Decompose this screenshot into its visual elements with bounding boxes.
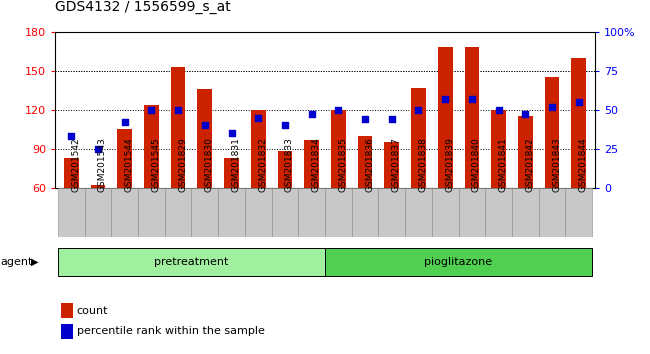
Text: GSM201840: GSM201840 bbox=[472, 137, 481, 192]
Text: GSM201836: GSM201836 bbox=[365, 137, 374, 192]
Bar bbox=[198, 89, 212, 266]
Text: ▶: ▶ bbox=[31, 257, 39, 267]
Bar bbox=[278, 151, 292, 266]
Point bbox=[493, 107, 504, 113]
Bar bbox=[331, 110, 346, 266]
Text: GSM201834: GSM201834 bbox=[311, 137, 320, 192]
Point bbox=[120, 119, 130, 125]
Text: GSM201543: GSM201543 bbox=[98, 137, 107, 192]
Text: GSM201544: GSM201544 bbox=[125, 137, 134, 192]
Point bbox=[200, 122, 210, 128]
Text: GSM201838: GSM201838 bbox=[419, 137, 428, 192]
Bar bbox=[90, 185, 105, 266]
Bar bbox=[465, 47, 479, 266]
Bar bbox=[144, 104, 159, 266]
Point bbox=[93, 146, 103, 152]
Point bbox=[306, 112, 317, 117]
Text: GSM201830: GSM201830 bbox=[205, 137, 214, 192]
FancyBboxPatch shape bbox=[164, 188, 192, 237]
Bar bbox=[64, 158, 79, 266]
FancyBboxPatch shape bbox=[272, 188, 298, 237]
Text: GSM201832: GSM201832 bbox=[258, 137, 267, 192]
FancyBboxPatch shape bbox=[58, 248, 325, 276]
Bar bbox=[384, 142, 399, 266]
FancyBboxPatch shape bbox=[458, 188, 486, 237]
FancyBboxPatch shape bbox=[138, 188, 164, 237]
Bar bbox=[438, 47, 452, 266]
Point bbox=[173, 107, 183, 113]
FancyBboxPatch shape bbox=[192, 188, 218, 237]
Bar bbox=[60, 324, 73, 339]
FancyBboxPatch shape bbox=[486, 188, 512, 237]
Bar bbox=[304, 139, 319, 266]
Bar bbox=[171, 67, 185, 266]
Point bbox=[520, 112, 530, 117]
Text: GSM201831: GSM201831 bbox=[231, 137, 240, 192]
Point bbox=[573, 99, 584, 105]
Point bbox=[66, 133, 77, 139]
Point bbox=[253, 115, 263, 120]
FancyBboxPatch shape bbox=[325, 248, 592, 276]
Text: GSM201839: GSM201839 bbox=[445, 137, 454, 192]
FancyBboxPatch shape bbox=[352, 188, 378, 237]
Point bbox=[467, 96, 477, 102]
Text: percentile rank within the sample: percentile rank within the sample bbox=[77, 326, 265, 336]
FancyBboxPatch shape bbox=[325, 188, 352, 237]
Point bbox=[440, 96, 450, 102]
Text: GSM201841: GSM201841 bbox=[499, 137, 508, 192]
Bar bbox=[518, 116, 532, 266]
Text: GSM201842: GSM201842 bbox=[525, 137, 534, 192]
Bar bbox=[571, 58, 586, 266]
Point bbox=[360, 116, 370, 122]
Text: GSM201542: GSM201542 bbox=[72, 137, 80, 192]
Bar bbox=[545, 77, 560, 266]
Text: GSM201835: GSM201835 bbox=[339, 137, 347, 192]
Bar bbox=[358, 136, 372, 266]
FancyBboxPatch shape bbox=[405, 188, 432, 237]
Text: agent: agent bbox=[1, 257, 33, 267]
FancyBboxPatch shape bbox=[298, 188, 325, 237]
Text: pretreatment: pretreatment bbox=[154, 257, 229, 267]
Bar bbox=[251, 110, 266, 266]
Bar bbox=[60, 303, 73, 318]
FancyBboxPatch shape bbox=[218, 188, 245, 237]
FancyBboxPatch shape bbox=[111, 188, 138, 237]
Bar bbox=[411, 88, 426, 266]
Text: GSM201545: GSM201545 bbox=[151, 137, 161, 192]
FancyBboxPatch shape bbox=[58, 188, 84, 237]
Text: GDS4132 / 1556599_s_at: GDS4132 / 1556599_s_at bbox=[55, 0, 231, 14]
Bar bbox=[118, 129, 132, 266]
Point bbox=[333, 107, 344, 113]
Point bbox=[280, 122, 290, 128]
Text: GSM201829: GSM201829 bbox=[178, 137, 187, 192]
FancyBboxPatch shape bbox=[84, 188, 111, 237]
FancyBboxPatch shape bbox=[512, 188, 539, 237]
Point bbox=[413, 107, 424, 113]
Text: GSM201833: GSM201833 bbox=[285, 137, 294, 192]
Bar bbox=[491, 110, 506, 266]
Point bbox=[146, 107, 157, 113]
Text: GSM201837: GSM201837 bbox=[392, 137, 401, 192]
Point bbox=[387, 116, 397, 122]
Point bbox=[547, 104, 557, 109]
Text: GSM201844: GSM201844 bbox=[578, 137, 588, 192]
FancyBboxPatch shape bbox=[432, 188, 458, 237]
FancyBboxPatch shape bbox=[566, 188, 592, 237]
FancyBboxPatch shape bbox=[378, 188, 405, 237]
Point bbox=[226, 130, 237, 136]
FancyBboxPatch shape bbox=[539, 188, 566, 237]
Bar bbox=[224, 158, 239, 266]
Text: pioglitazone: pioglitazone bbox=[424, 257, 493, 267]
FancyBboxPatch shape bbox=[245, 188, 272, 237]
Text: count: count bbox=[77, 306, 109, 316]
Text: GSM201843: GSM201843 bbox=[552, 137, 561, 192]
